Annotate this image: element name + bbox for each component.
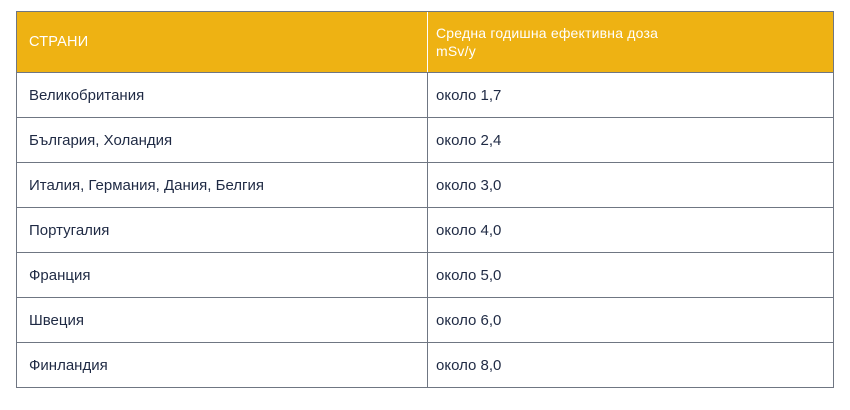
table-row: Португалия около 4,0 (17, 207, 833, 252)
table-row: Италия, Германия, Дания, Белгия около 3,… (17, 162, 833, 207)
dose-cell: около 2,4 (436, 131, 502, 149)
country-cell: Швеция (17, 298, 428, 342)
country-cell: Франция (17, 253, 428, 297)
table-header: СТРАНИ Средна годишна ефективна доза mSv… (17, 12, 833, 72)
dose-cell: около 8,0 (436, 356, 502, 374)
country-cell: Италия, Германия, Дания, Белгия (17, 163, 428, 207)
dose-cell: около 3,0 (436, 176, 502, 194)
country-cell: Великобритания (17, 73, 428, 117)
country-cell: Финландия (17, 343, 428, 387)
table-row: Франция около 5,0 (17, 252, 833, 297)
dose-cell: около 6,0 (436, 311, 502, 329)
table-row: Финландия около 8,0 (17, 342, 833, 387)
header-dose: Средна годишна ефективна доза mSv/y (428, 12, 833, 72)
header-countries: СТРАНИ (17, 12, 428, 72)
country-cell: Португалия (17, 208, 428, 252)
country-cell: България, Холандия (17, 118, 428, 162)
header-dose-title: Средна годишна ефективна доза (436, 25, 659, 41)
dose-cell: около 4,0 (436, 221, 502, 239)
dose-cell: около 1,7 (436, 86, 502, 104)
dose-cell: около 5,0 (436, 266, 502, 284)
table-row: Швеция около 6,0 (17, 297, 833, 342)
table-row: България, Холандия около 2,4 (17, 117, 833, 162)
header-dose-unit: mSv/y (436, 43, 476, 59)
dose-table: СТРАНИ Средна годишна ефективна доза mSv… (16, 11, 834, 388)
table-row: Великобритания около 1,7 (17, 72, 833, 117)
